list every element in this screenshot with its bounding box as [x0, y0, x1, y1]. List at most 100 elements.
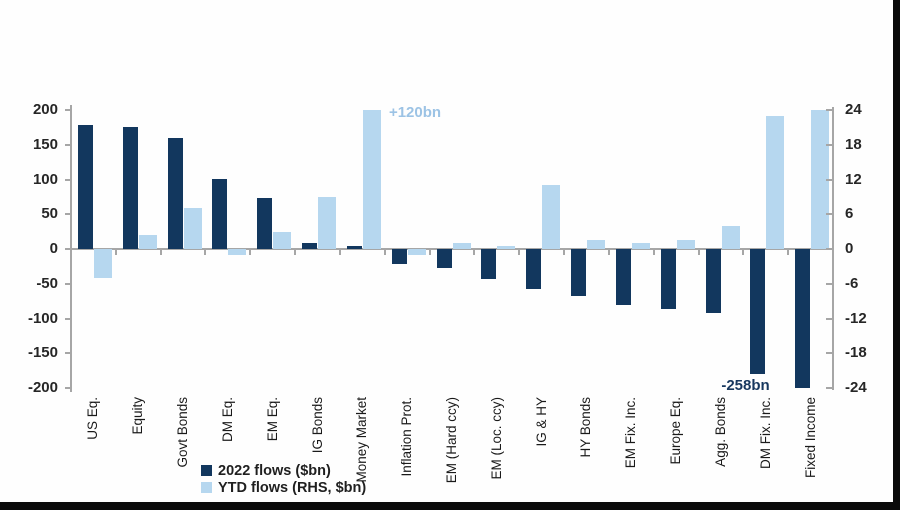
category-label-text: IG Bonds	[309, 397, 325, 454]
left-axis-tick-mark	[65, 282, 70, 285]
legend-label: YTD flows (RHS, $bn)	[218, 479, 367, 496]
bar-value-annotation: +120bn	[388, 104, 442, 121]
left-axis-tick-label: 200	[32, 101, 58, 118]
right-axis-tick-mark	[826, 143, 832, 146]
left-axis-tick-mark	[65, 213, 70, 216]
right-axis-tick-label: -6	[845, 274, 859, 292]
right-axis-tick-mark	[826, 282, 832, 285]
category-label: Govt Bonds	[175, 396, 191, 468]
left-axis-tick-label: 100	[32, 170, 58, 188]
bar-ytd-flows	[721, 225, 740, 249]
category-label: DM Eq.	[220, 396, 236, 442]
bar-ytd-flows	[497, 246, 516, 249]
right-axis-tick-label: -18	[845, 344, 867, 362]
category-label: Equity	[130, 396, 146, 435]
bar-value-annotation: -258bn	[721, 377, 770, 395]
category-label: Fixed Income	[803, 396, 819, 478]
right-axis-tick-label: 24	[845, 101, 862, 118]
category-boundary-tick	[787, 249, 790, 255]
right-axis-tick-mark	[826, 317, 832, 320]
legend-item: 2022 flows ($bn)	[201, 462, 366, 479]
category-boundary-tick	[742, 249, 745, 255]
category-label: Inflation Prot.	[399, 396, 415, 477]
plot-area: +120bn -258bn 2022 flows ($bn) YTD flows (…	[65, 104, 834, 496]
category-label-text: EM Eq.	[264, 397, 280, 442]
category-label: IG Bonds	[310, 396, 326, 453]
left-axis-tick-label: -150	[27, 344, 58, 362]
right-axis-line	[832, 107, 834, 390]
category-label-text: Equity	[130, 397, 146, 435]
bar-2022-flows	[212, 178, 228, 249]
bar-2022-flows	[257, 198, 273, 249]
bar-2022-flows	[167, 137, 183, 249]
screen-edge-strip-bottom	[0, 502, 900, 510]
right-axis-tick-label: 0	[845, 240, 854, 257]
category-label: HY Bonds	[578, 396, 594, 458]
category-label-text: Agg. Bonds	[712, 397, 728, 467]
category-boundary-tick	[428, 249, 431, 255]
category-boundary-tick	[204, 249, 207, 255]
category-label: EM Eq.	[265, 396, 281, 441]
category-label: EM (Loc. ccy)	[489, 396, 505, 480]
category-label: Money Market	[354, 396, 370, 483]
category-boundary-tick	[697, 249, 700, 255]
right-axis-tick-label: 18	[845, 135, 862, 153]
bar-2022-flows	[391, 249, 407, 265]
right-axis-tick-label: 12	[845, 170, 862, 188]
category-label: US Eq.	[85, 396, 101, 440]
bar-ytd-flows	[407, 249, 426, 255]
bar-ytd-flows	[362, 110, 381, 249]
category-boundary-tick	[294, 249, 297, 255]
right-axis-tick-label: -24	[845, 379, 867, 396]
right-axis-tick-mark	[826, 109, 832, 111]
screen-edge-strip-right	[893, 0, 900, 510]
left-axis-tick-label: 50	[41, 205, 58, 223]
bar-ytd-flows	[766, 115, 785, 249]
bar-2022-flows	[660, 249, 676, 309]
right-axis-tick-label: 6	[845, 205, 854, 223]
zero-baseline	[71, 248, 833, 250]
right-axis-tick-label: -12	[845, 309, 867, 327]
bar-2022-flows	[571, 249, 587, 296]
bar-2022-flows	[346, 245, 362, 249]
right-axis-tick-mark	[826, 387, 832, 389]
category-boundary-tick	[70, 249, 72, 255]
right-axis-tick-mark	[826, 248, 832, 250]
bar-2022-flows	[481, 249, 497, 279]
left-axis-tick-label: 0	[49, 240, 58, 257]
category-label-text: EM (Hard ccy)	[444, 397, 459, 484]
bar-2022-flows	[526, 249, 542, 290]
category-label-text: Govt Bonds	[175, 397, 191, 468]
bar-ytd-flows	[138, 234, 157, 249]
left-axis-tick-mark	[65, 317, 70, 320]
category-label-text: Money Market	[354, 397, 370, 483]
bar-2022-flows	[615, 249, 631, 306]
legend-item: YTD flows (RHS, $bn)	[201, 479, 366, 496]
category-label-text: DM Eq.	[219, 397, 235, 443]
category-boundary-tick	[114, 249, 117, 255]
right-axis-tick-mark	[826, 178, 832, 181]
bar-ytd-flows	[318, 196, 337, 249]
bar-ytd-flows	[183, 208, 202, 249]
bar-2022-flows	[705, 249, 721, 313]
left-axis-tick-label: -50	[36, 274, 58, 292]
category-boundary-tick	[249, 249, 252, 255]
left-axis-tick-mark	[65, 109, 70, 111]
left-axis-tick-mark	[65, 387, 70, 389]
left-axis-tick-mark	[65, 352, 70, 355]
bar-ytd-flows	[542, 185, 561, 249]
bar-2022-flows	[750, 249, 766, 375]
category-label: IG & HY	[534, 396, 550, 447]
category-label-text: IG & HY	[533, 397, 549, 447]
category-label-text: US Eq.	[85, 397, 101, 440]
right-axis-tick-mark	[826, 213, 832, 216]
category-label: EM (Hard ccy)	[444, 396, 460, 483]
category-label-text: EM Fix. Inc.	[623, 397, 639, 469]
bar-ytd-flows	[811, 110, 830, 249]
bar-2022-flows	[795, 249, 811, 388]
category-boundary-tick	[383, 249, 386, 255]
category-label-text: DM Fix. Inc.	[757, 397, 773, 470]
bar-2022-flows	[78, 125, 93, 249]
